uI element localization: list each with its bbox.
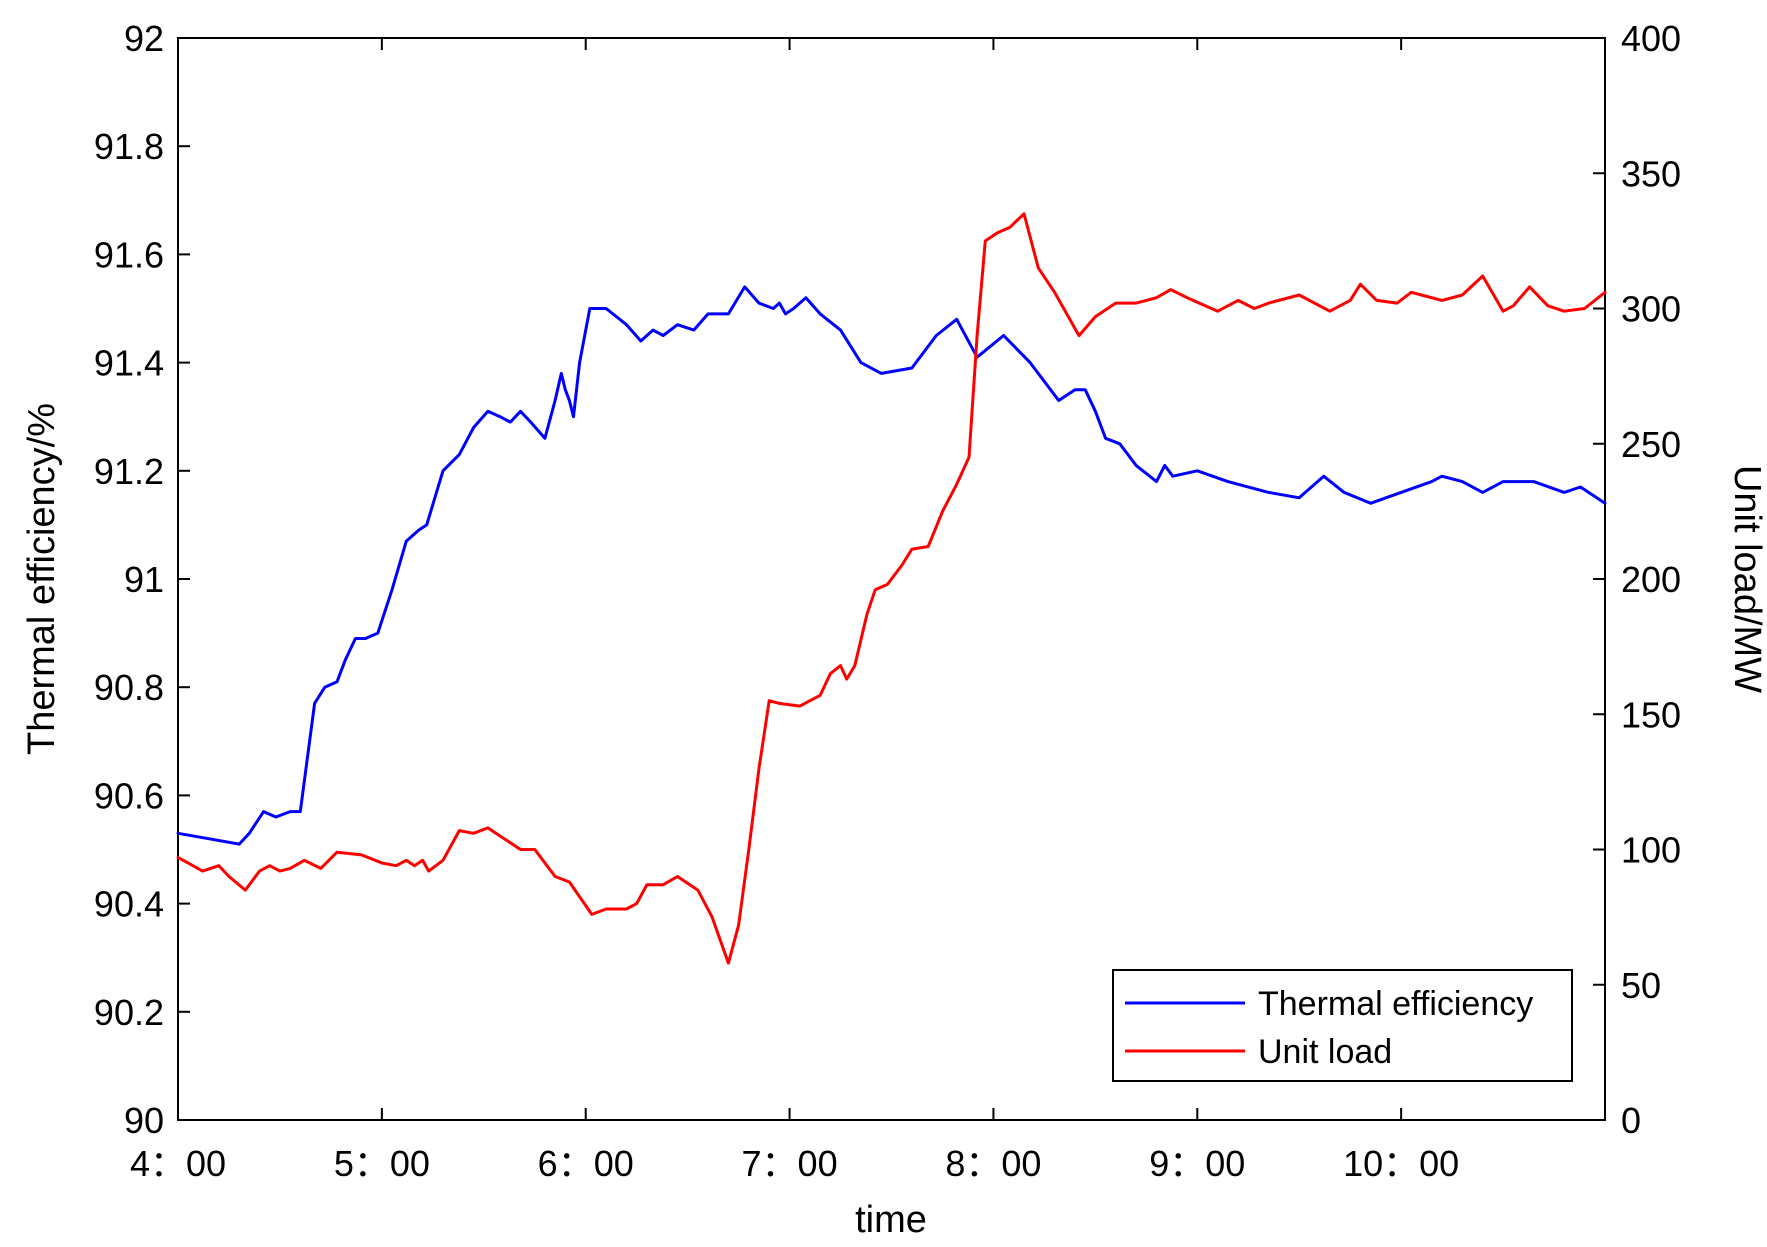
- right-axis-ticks: 0 50 100 150 200 250 300 350 400: [1593, 18, 1681, 1141]
- right-tick-label: 400: [1621, 18, 1681, 59]
- right-tick-label: 250: [1621, 424, 1681, 465]
- left-tick-label: 92: [124, 18, 164, 59]
- left-axis-title: Thermal efficiency/%: [21, 403, 63, 755]
- x-tick-label: 10：00: [1343, 1143, 1459, 1184]
- right-tick-label: 100: [1621, 830, 1681, 871]
- left-tick-label: 90.4: [94, 884, 164, 925]
- right-tick-label: 200: [1621, 559, 1681, 600]
- x-axis-title: time: [855, 1199, 927, 1241]
- left-tick-label: 91.2: [94, 451, 164, 492]
- left-tick-label: 90.6: [94, 775, 164, 816]
- left-tick-label: 90.2: [94, 992, 164, 1033]
- left-tick-label: 90: [124, 1100, 164, 1141]
- series-line-unit-load: [176, 212, 1607, 965]
- x-tick-label: 4：00: [130, 1143, 226, 1184]
- right-tick-label: 50: [1621, 965, 1661, 1006]
- right-tick-label: 350: [1621, 153, 1681, 194]
- x-tick-label: 7：00: [742, 1143, 838, 1184]
- x-axis-ticks: 4：00 5：00 6：00 7：00 8：00 9：00 10：00: [130, 38, 1459, 1184]
- left-tick-label: 91: [124, 559, 164, 600]
- right-tick-label: 150: [1621, 694, 1681, 735]
- left-tick-label: 91.8: [94, 126, 164, 167]
- series-lines: [176, 212, 1607, 965]
- right-tick-label: 300: [1621, 289, 1681, 330]
- x-tick-label: 9：00: [1149, 1143, 1245, 1184]
- left-axis-ticks: 90 90.2 90.4 90.6 90.8 91 91.2 91.4 91.6 91.8 92: [94, 18, 190, 1141]
- legend-box: [1112, 969, 1573, 1082]
- right-axis-title: Unit load/MW: [1726, 465, 1767, 693]
- x-tick-label: 5：00: [334, 1143, 430, 1184]
- x-tick-label: 6：00: [538, 1143, 634, 1184]
- legend-label-thermal-efficiency: Thermal efficiency: [1258, 985, 1533, 1023]
- legend: Thermal efficiency Unit load: [1112, 969, 1573, 1082]
- series-line-thermal-efficiency: [176, 285, 1607, 846]
- left-tick-label: 91.6: [94, 234, 164, 275]
- x-tick-label: 8：00: [945, 1143, 1041, 1184]
- left-tick-label: 90.8: [94, 667, 164, 708]
- left-tick-label: 91.4: [94, 343, 164, 384]
- legend-label-unit-load: Unit load: [1258, 1033, 1392, 1071]
- right-tick-label: 0: [1621, 1100, 1641, 1141]
